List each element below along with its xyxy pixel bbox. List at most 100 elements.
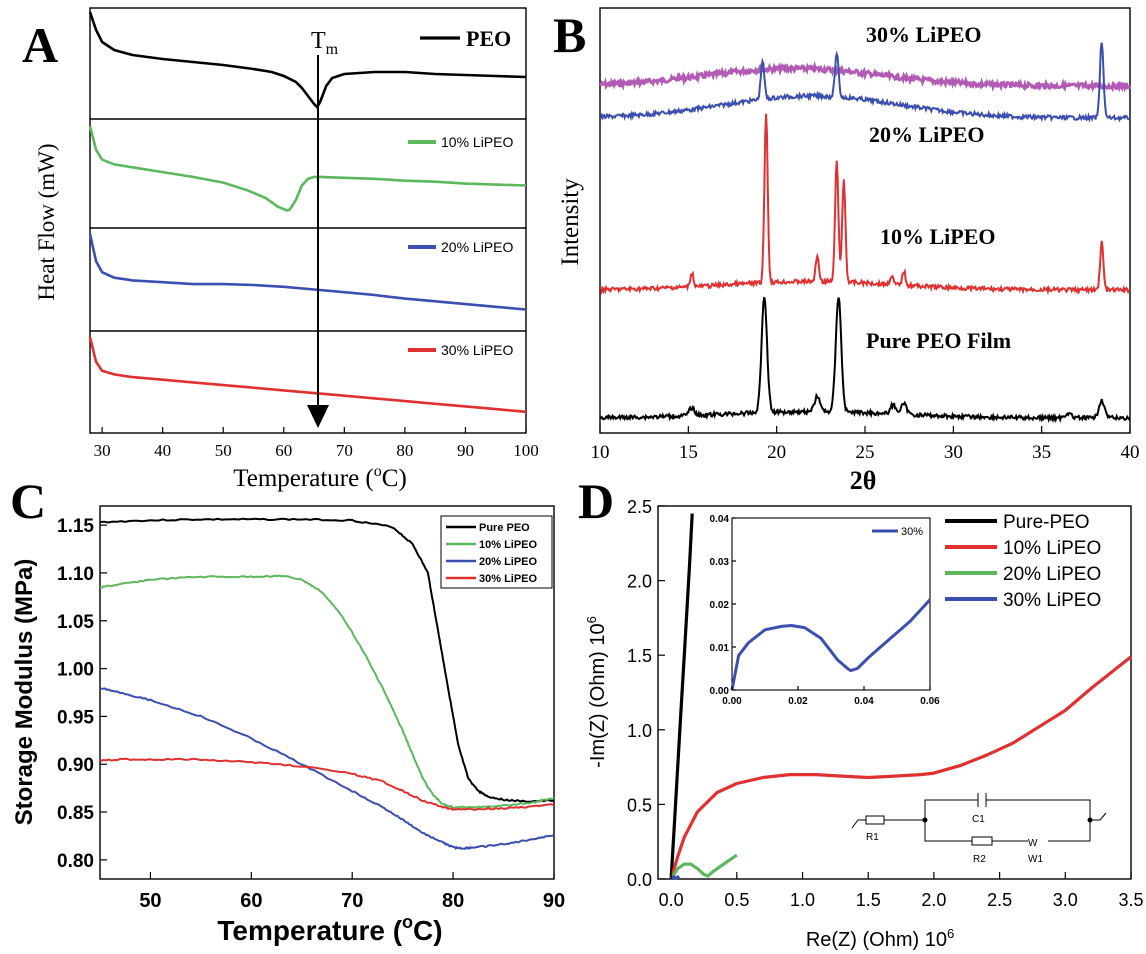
panel-a-xtick-label: 50 bbox=[215, 441, 232, 460]
legend-label-30-lipeo: 30% LiPEO bbox=[441, 342, 513, 358]
circuit-label-r1: R1 bbox=[866, 832, 879, 843]
legend-label-30-lipeo: 30% LiPEO bbox=[479, 573, 538, 585]
xrd-label-10-lipeo: 10% LiPEO bbox=[880, 224, 996, 249]
panel-letter-d: D bbox=[578, 473, 614, 529]
panel-d-xtick-label: 2.0 bbox=[921, 890, 946, 910]
panel-c-ytick-label: 0.90 bbox=[57, 755, 94, 776]
panel-d-ylabel: -Im(Z) (Ohm) 106 bbox=[584, 616, 609, 768]
inset-ytick-label: 0.00 bbox=[710, 686, 730, 697]
legend-label-20-lipeo: 20% LiPEO bbox=[479, 556, 538, 568]
inset-ytick-label: 0.01 bbox=[710, 643, 730, 654]
xrd-curve-30-lipeo bbox=[599, 60, 1132, 93]
resistor-r2 bbox=[971, 836, 993, 846]
panel-letter-b: B bbox=[553, 7, 586, 63]
inset-ytick-label: 0.03 bbox=[710, 557, 730, 568]
inset-ytick-label: 0.04 bbox=[710, 514, 730, 525]
panel-a-ylabel: Heat Flow (mW) bbox=[34, 143, 59, 300]
panel-a-xtick-label: 40 bbox=[154, 441, 171, 460]
panel-b-xtick-label: 25 bbox=[856, 442, 875, 463]
panel-a-xtick-label: 60 bbox=[275, 441, 292, 460]
panel-d-ytick-label: 2.5 bbox=[627, 497, 652, 517]
panel-c-ytick-label: 0.85 bbox=[57, 803, 94, 824]
panel-c-dma: 50 60 70 80 90 0.80 0.85 0.90 0.95 1.00 1.05 1.10 1.… bbox=[11, 505, 565, 946]
inset-xtick-label: 0.06 bbox=[920, 696, 940, 707]
legend-label-20-lipeo: 20% LiPEO bbox=[441, 239, 513, 255]
dma-curve-20-lipeo bbox=[99, 687, 555, 851]
panel-c-ytick-label: 0.80 bbox=[57, 851, 94, 872]
panel-d-xtick-label: 3.5 bbox=[1118, 890, 1143, 910]
panel-b-xtick-label: 30 bbox=[944, 442, 963, 463]
panel-d-ytick-label: 1.5 bbox=[627, 646, 652, 666]
inset-ytick-label: 0.02 bbox=[710, 600, 730, 611]
legend-label-peo: PEO bbox=[466, 26, 511, 51]
circuit-label-w: W bbox=[1028, 838, 1038, 849]
legend-label-30-lipeo: 30% LiPEO bbox=[1003, 590, 1101, 611]
panel-c-xtick-label: 50 bbox=[139, 890, 161, 912]
panel-a-xtick-label: 100 bbox=[513, 441, 539, 460]
panel-d-xtick-label: 1.0 bbox=[790, 890, 815, 910]
panel-c-xtick-label: 70 bbox=[341, 890, 363, 912]
panel-a-dsc: 30 40 50 60 70 80 90 100 PEO 10% LiPEO 20% LiPEO 3… bbox=[34, 7, 539, 492]
eis-curve-20-lipeo bbox=[669, 853, 738, 880]
circuit-label-c1: C1 bbox=[972, 814, 985, 825]
panel-letter-c: C bbox=[10, 473, 46, 529]
dsc-curve-20-lipeo bbox=[88, 233, 527, 311]
panel-a-frame bbox=[89, 7, 527, 434]
panel-d-ytick-label: 2.0 bbox=[627, 572, 652, 592]
panel-c-ytick-label: 1.05 bbox=[57, 612, 94, 633]
dsc-curve-peo bbox=[88, 11, 527, 110]
dma-curve-pure-peo bbox=[99, 517, 555, 803]
panel-c-xlabel: Temperature (oC) bbox=[217, 912, 442, 946]
panel-d-xtick-label: 0.0 bbox=[659, 890, 684, 910]
circuit-lead-right bbox=[1090, 812, 1107, 821]
panel-b-xlabel: 2θ bbox=[850, 466, 877, 495]
panel-c-ytick-label: 0.95 bbox=[57, 707, 94, 728]
legend-label-pure-peo: Pure-PEO bbox=[1003, 512, 1090, 533]
panel-c-xtick-label: 90 bbox=[543, 890, 565, 912]
eis-curve-30-lipeo bbox=[670, 874, 681, 881]
panel-d-ytick-label: 0.0 bbox=[627, 870, 652, 890]
xrd-curve-pure-peo bbox=[599, 296, 1131, 424]
panel-d-xlabel: Re(Z) (Ohm) 106 bbox=[806, 926, 954, 951]
panel-c-xtick-label: 60 bbox=[240, 890, 262, 912]
xrd-curve-20-lipeo bbox=[599, 42, 1131, 123]
panel-d-xtick-label: 0.5 bbox=[724, 890, 749, 910]
legend-label-pure-peo: Pure PEO bbox=[479, 522, 530, 534]
equivalent-circuit: R1 C1 R2 W W1 bbox=[851, 793, 1107, 865]
panel-c-xtick-label: 80 bbox=[442, 890, 464, 912]
panel-a-xtick-label: 70 bbox=[336, 441, 353, 460]
panel-d-frame bbox=[657, 505, 1132, 880]
panel-a-xlabel: Temperature (oC) bbox=[233, 463, 407, 492]
panel-d-xtick-label: 3.0 bbox=[1053, 890, 1078, 910]
panel-b-xtick-label: 10 bbox=[591, 442, 610, 463]
legend-label-10-lipeo: 10% LiPEO bbox=[441, 134, 513, 150]
legend-label-10-lipeo: 10% LiPEO bbox=[1003, 538, 1101, 559]
legend-label-10-lipeo: 10% LiPEO bbox=[479, 539, 538, 551]
legend-label-20-lipeo: 20% LiPEO bbox=[1003, 564, 1101, 585]
panel-c-ytick-label: 1.15 bbox=[57, 516, 94, 537]
panel-c-ytick-label: 1.10 bbox=[57, 564, 94, 585]
panel-c-ytick-label: 1.00 bbox=[57, 660, 94, 681]
eis-curve-10-lipeo bbox=[669, 655, 1132, 880]
resistor-r1 bbox=[865, 815, 885, 825]
xrd-label-30-lipeo: 30% LiPEO bbox=[866, 22, 982, 47]
panel-b-xtick-label: 20 bbox=[767, 442, 786, 463]
panel-d-xtick-label: 1.5 bbox=[856, 890, 881, 910]
inset-legend-label: 30% bbox=[901, 526, 923, 538]
eis-curve-pure-peo bbox=[669, 513, 694, 880]
circuit-label-r2: R2 bbox=[973, 854, 986, 865]
xrd-curve-10-lipeo bbox=[599, 113, 1131, 296]
inset-xtick-label: 0.02 bbox=[788, 696, 808, 707]
panel-b-ylabel: Intensity bbox=[557, 178, 584, 266]
panel-d-ytick-label: 0.5 bbox=[627, 795, 652, 815]
circuit-lead-left bbox=[851, 819, 866, 829]
xrd-label-pure-peo: Pure PEO Film bbox=[866, 328, 1011, 353]
inset-curve-30 bbox=[730, 598, 932, 691]
panel-b-xrd: 10 15 20 25 30 35 40 30% LiPEO 20% LiPEO 10% LiP… bbox=[557, 7, 1140, 495]
inset-xtick-label: 0.00 bbox=[722, 696, 742, 707]
inset-frame bbox=[731, 517, 931, 691]
panel-b-xtick-label: 15 bbox=[679, 442, 698, 463]
dma-curve-30-lipeo bbox=[99, 757, 555, 811]
panel-d-xtick-label: 2.5 bbox=[987, 890, 1012, 910]
